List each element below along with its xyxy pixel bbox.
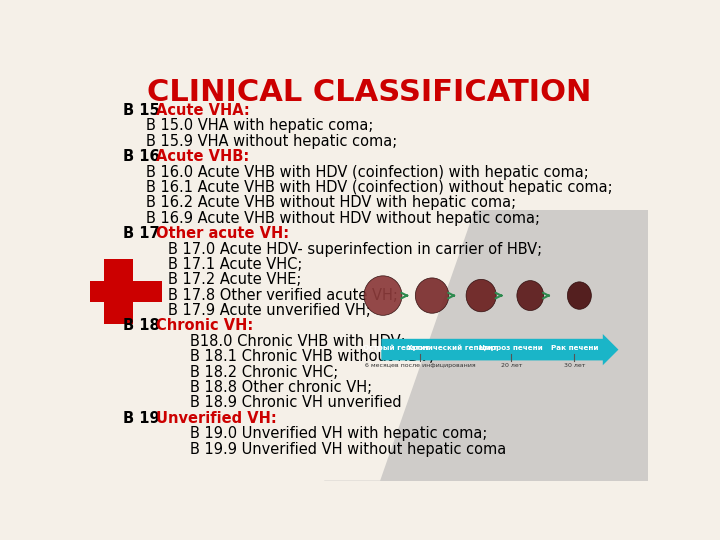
Text: Chronic VH:: Chronic VH:: [156, 319, 253, 333]
Text: B 16: B 16: [124, 149, 165, 164]
Text: B 19.9 Unverified VH without hepatic coma: B 19.9 Unverified VH without hepatic com…: [190, 442, 507, 456]
Text: B 17.9 Acute unverified VH;: B 17.9 Acute unverified VH;: [168, 303, 371, 318]
Text: B 15.0 VHA with hepatic coma;: B 15.0 VHA with hepatic coma;: [145, 118, 373, 133]
Polygon shape: [324, 210, 648, 481]
Ellipse shape: [364, 276, 402, 315]
Text: Хронический гепатит: Хронический гепатит: [407, 345, 497, 351]
Text: 20 лет: 20 лет: [500, 363, 522, 368]
Text: CLINICAL CLASSIFICATION: CLINICAL CLASSIFICATION: [147, 78, 591, 107]
Text: B 16.2 Acute VHB without HDV with hepatic coma;: B 16.2 Acute VHB without HDV with hepati…: [145, 195, 516, 211]
Ellipse shape: [517, 281, 544, 310]
Text: Цирроз печени: Цирроз печени: [479, 345, 543, 351]
Text: Other acute VH:: Other acute VH:: [156, 226, 289, 241]
Text: B 18.1 Chronic VHB without HDV;: B 18.1 Chronic VHB without HDV;: [190, 349, 435, 364]
Text: B 17.1 Acute VHC;: B 17.1 Acute VHC;: [168, 257, 302, 272]
Text: Acute VHA:: Acute VHA:: [156, 103, 250, 118]
Text: B 16.9 Acute VHB without HDV without hepatic coma;: B 16.9 Acute VHB without HDV without hep…: [145, 211, 540, 226]
Text: B 19.0 Unverified VH with hepatic coma;: B 19.0 Unverified VH with hepatic coma;: [190, 426, 488, 441]
Polygon shape: [90, 65, 526, 481]
Text: B 16.1 Acute VHB with HDV (coinfection) without hepatic coma;: B 16.1 Acute VHB with HDV (coinfection) …: [145, 180, 613, 195]
Text: Acute VHB:: Acute VHB:: [156, 149, 249, 164]
Bar: [75, 281, 162, 302]
Text: B 18.9 Chronic VH unverified: B 18.9 Chronic VH unverified: [190, 395, 402, 410]
Text: B 17: B 17: [124, 226, 165, 241]
Text: Острый гепатит: Острый гепатит: [363, 345, 429, 351]
Text: B 17.0 Acute HDV- superinfection in carrier of HBV;: B 17.0 Acute HDV- superinfection in carr…: [168, 241, 542, 256]
Text: Unverified VH:: Unverified VH:: [156, 411, 276, 426]
Text: B 18.8 Other chronic VH;: B 18.8 Other chronic VH;: [190, 380, 372, 395]
Text: B 17.8 Other verified acute VH;: B 17.8 Other verified acute VH;: [168, 288, 398, 302]
Text: Рак печени: Рак печени: [551, 345, 598, 351]
Text: B 18.2 Chronic VHC;: B 18.2 Chronic VHC;: [190, 364, 338, 380]
Ellipse shape: [415, 278, 449, 313]
Text: B18.0 Chronic VHB with HDV;: B18.0 Chronic VHB with HDV;: [190, 334, 406, 349]
Text: B 18: B 18: [124, 319, 166, 333]
Text: B 19: B 19: [124, 411, 165, 426]
Text: B 17.2 Acute VHE;: B 17.2 Acute VHE;: [168, 272, 302, 287]
Text: 6 месяцев после инфицирования: 6 месяцев после инфицирования: [365, 363, 476, 368]
Text: B 16.0 Acute VHB with HDV (coinfection) with hepatic coma;: B 16.0 Acute VHB with HDV (coinfection) …: [145, 165, 588, 180]
Text: B 15: B 15: [124, 103, 166, 118]
Ellipse shape: [466, 279, 496, 312]
Ellipse shape: [567, 282, 591, 309]
Text: 30 лет: 30 лет: [564, 363, 585, 368]
Text: B 15.9 VHA without hepatic coma;: B 15.9 VHA without hepatic coma;: [145, 134, 397, 149]
Bar: [104, 259, 133, 324]
FancyArrow shape: [382, 334, 618, 365]
